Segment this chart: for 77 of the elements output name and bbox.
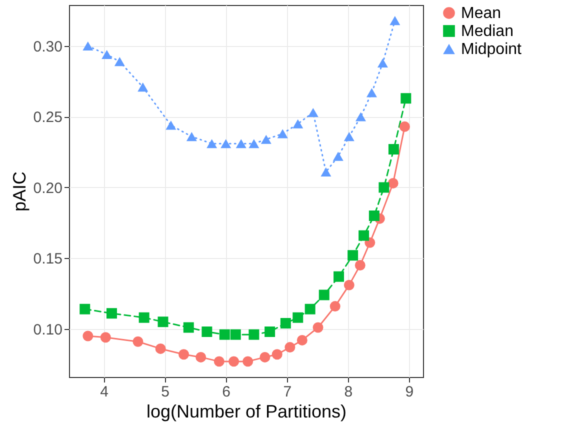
x-tick-label: 5 — [161, 384, 170, 400]
point — [400, 93, 412, 104]
point — [248, 329, 260, 340]
point — [178, 349, 189, 360]
point — [166, 120, 176, 130]
point — [106, 308, 117, 319]
legend-label: Mean — [461, 5, 502, 22]
point — [366, 88, 377, 98]
point — [390, 16, 400, 26]
point — [312, 322, 324, 333]
point — [248, 139, 260, 148]
y-tick-label: 0.30 — [33, 38, 62, 56]
point — [155, 343, 166, 354]
point — [186, 132, 197, 142]
point — [202, 326, 212, 337]
point — [358, 230, 370, 241]
point — [378, 182, 390, 193]
point — [158, 316, 168, 328]
point — [280, 318, 291, 328]
point — [82, 41, 94, 51]
point — [242, 356, 254, 367]
point — [354, 260, 366, 270]
point — [100, 332, 111, 343]
point — [219, 329, 230, 340]
y-tick-label: 0.25 — [33, 109, 62, 126]
point — [220, 139, 232, 148]
point — [230, 329, 241, 340]
point — [344, 280, 354, 290]
point — [308, 108, 318, 118]
point — [304, 304, 316, 314]
y-axis-title: pAIC — [9, 171, 30, 212]
point — [318, 290, 330, 300]
point — [236, 139, 246, 148]
point — [272, 349, 282, 360]
point — [296, 334, 308, 346]
legend-label: Midpoint — [461, 41, 522, 58]
point — [332, 152, 344, 161]
point — [264, 326, 276, 337]
legend-label: Median — [461, 23, 514, 40]
point — [260, 352, 270, 362]
x-tick-label: 8 — [344, 384, 353, 400]
point — [80, 304, 90, 314]
x-tick-label: 9 — [405, 384, 414, 400]
point — [292, 119, 304, 128]
point — [334, 271, 344, 282]
x-tick-label: 7 — [283, 384, 292, 400]
point — [348, 250, 358, 261]
point — [388, 144, 399, 155]
point — [114, 57, 125, 66]
point — [228, 356, 240, 367]
x-tick-label: 6 — [222, 384, 231, 400]
point — [284, 342, 296, 353]
point — [82, 330, 94, 342]
point — [377, 58, 388, 68]
point — [356, 112, 366, 122]
x-axis-title: log(Number of Partitions) — [146, 402, 347, 422]
point — [388, 178, 398, 188]
point — [344, 132, 354, 142]
point — [206, 139, 218, 148]
y-tick-label: 0.10 — [33, 321, 62, 338]
point — [138, 312, 150, 323]
point — [368, 210, 380, 221]
y-tick-label: 0.20 — [33, 180, 62, 197]
point — [330, 301, 340, 312]
point — [196, 352, 206, 362]
point — [132, 336, 144, 347]
point — [320, 167, 332, 176]
point — [214, 356, 224, 367]
point — [183, 322, 194, 333]
point — [102, 50, 112, 60]
point — [277, 129, 288, 138]
point — [292, 312, 304, 323]
x-tick-label: 4 — [100, 384, 108, 400]
point — [138, 82, 148, 92]
point — [399, 121, 410, 132]
y-tick-label: 0.15 — [33, 250, 62, 268]
point — [260, 134, 272, 144]
